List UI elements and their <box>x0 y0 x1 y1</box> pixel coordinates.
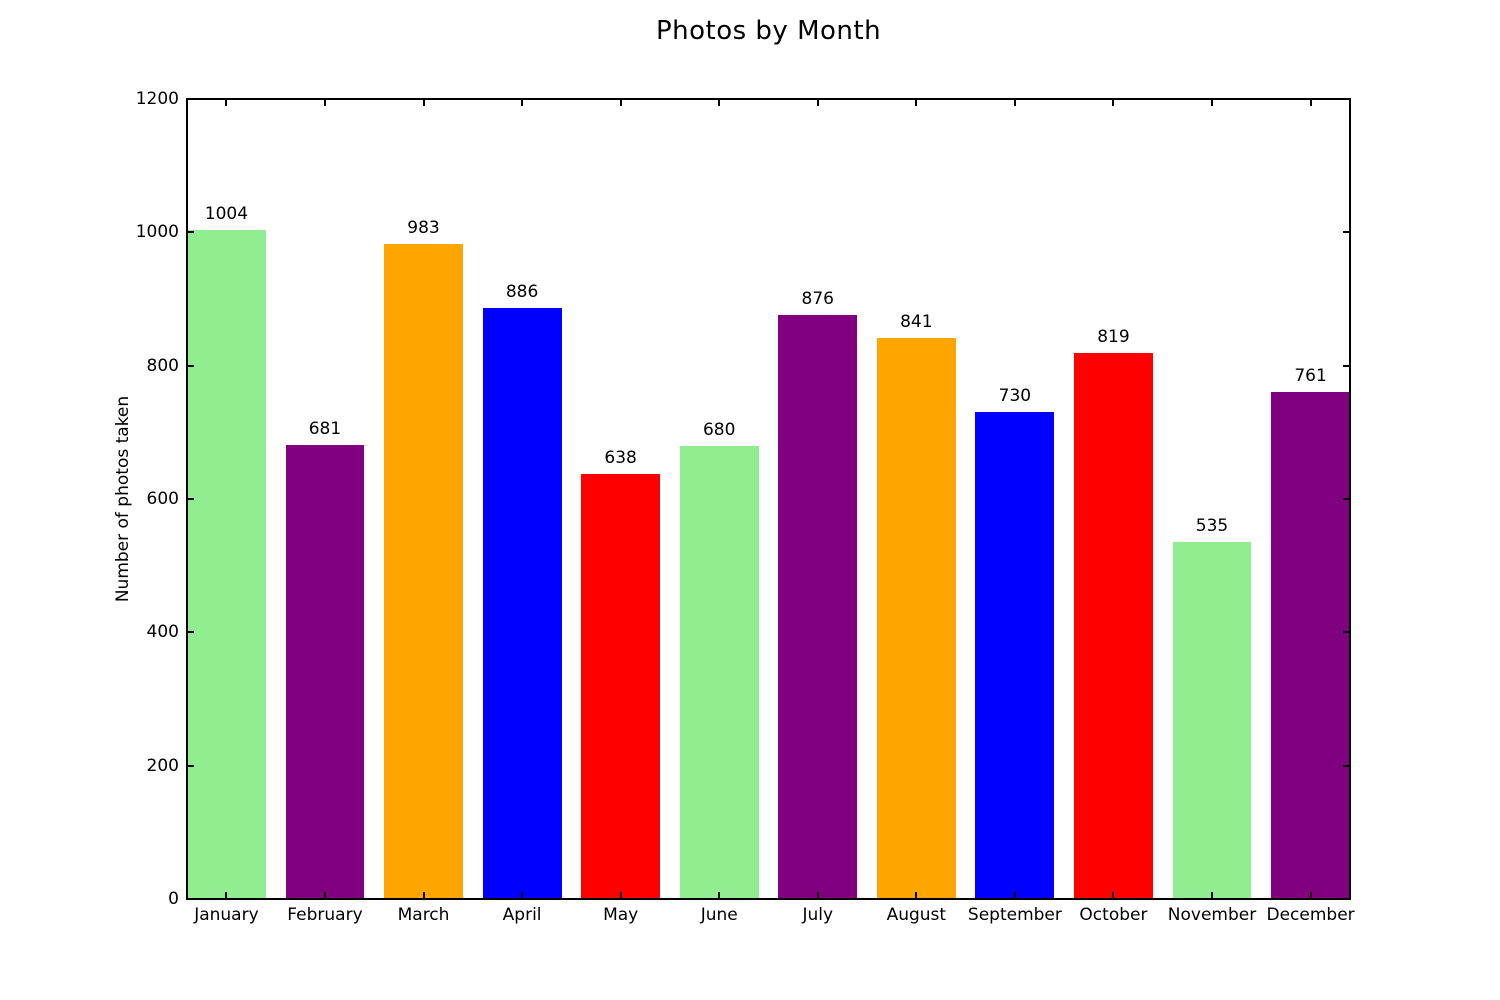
x-tick-label-january: January <box>194 905 259 925</box>
bar-value-label-august: 841 <box>900 312 933 333</box>
y-tick-left-0 <box>187 898 194 900</box>
y-tick-right-600 <box>1343 498 1350 500</box>
x-tick-top-may <box>619 99 622 106</box>
x-tick-top-january <box>225 99 228 106</box>
y-tick-right-400 <box>1343 631 1350 634</box>
x-tick-bottom-october <box>1112 892 1115 899</box>
y-tick-right-200 <box>1343 764 1350 767</box>
bar-may <box>581 473 661 899</box>
x-tick-bottom-november <box>1211 892 1214 899</box>
bar-value-label-november: 535 <box>1195 516 1229 537</box>
x-tick-bottom-august <box>915 892 918 899</box>
x-tick-label-february: February <box>287 905 363 925</box>
x-tick-top-december <box>1309 99 1312 106</box>
y-tick-label-800: 800 <box>146 355 179 376</box>
y-tick-left-400 <box>187 631 194 634</box>
y-tick-left-600 <box>187 498 194 500</box>
x-tick-label-october: October <box>1079 905 1148 925</box>
x-tick-bottom-may <box>619 892 622 899</box>
chart-title: Photos by Month <box>655 16 882 46</box>
x-tick-label-june: June <box>700 905 738 925</box>
x-tick-top-july <box>816 99 819 106</box>
x-tick-label-november: November <box>1167 905 1257 925</box>
y-tick-label-600: 600 <box>146 489 179 509</box>
bar-value-label-january: 1004 <box>204 203 249 224</box>
y-tick-left-1000 <box>187 231 194 234</box>
x-tick-label-may: May <box>603 905 639 925</box>
x-tick-top-august <box>915 99 918 106</box>
x-tick-top-march <box>422 99 425 106</box>
y-tick-right-800 <box>1343 364 1350 367</box>
x-tick-label-december: December <box>1266 905 1355 925</box>
x-tick-bottom-february <box>323 892 326 899</box>
x-tick-top-june <box>718 99 721 106</box>
bar-february <box>285 445 365 899</box>
bar-value-label-may: 638 <box>604 447 637 468</box>
y-tick-right-1000 <box>1343 231 1350 234</box>
y-tick-right-1200 <box>1343 98 1350 100</box>
bar-november <box>1172 542 1252 899</box>
x-tick-bottom-march <box>422 892 425 899</box>
x-tick-bottom-december <box>1309 892 1312 899</box>
bar-january <box>187 229 266 899</box>
x-tick-bottom-january <box>225 892 228 899</box>
x-tick-label-april: April <box>502 905 542 925</box>
y-tick-left-1200 <box>187 98 194 100</box>
y-tick-left-200 <box>187 764 194 767</box>
bar-value-label-april: 886 <box>505 282 539 303</box>
y-tick-label-200: 200 <box>146 755 179 776</box>
bar-june <box>679 445 759 899</box>
bar-value-label-december: 761 <box>1294 365 1327 386</box>
x-tick-label-july: July <box>802 905 834 925</box>
x-tick-label-march: March <box>397 905 450 925</box>
x-tick-bottom-april <box>521 892 524 899</box>
bar-value-label-june: 680 <box>702 419 736 440</box>
x-tick-top-november <box>1211 99 1214 106</box>
x-tick-label-september: September <box>967 905 1062 925</box>
x-tick-top-september <box>1013 99 1016 106</box>
x-tick-label-august: August <box>886 905 947 925</box>
bar-march <box>384 243 463 899</box>
y-tick-label-1000: 1000 <box>135 222 179 243</box>
bar-april <box>482 308 562 899</box>
bar-value-label-september: 730 <box>998 386 1032 407</box>
bar-value-label-february: 681 <box>308 419 342 439</box>
x-tick-bottom-september <box>1013 892 1016 899</box>
y-tick-right-0 <box>1343 898 1350 900</box>
bar-value-label-july: 876 <box>801 289 834 309</box>
x-tick-top-february <box>323 99 326 106</box>
x-tick-top-april <box>521 99 524 106</box>
bar-september <box>975 412 1055 899</box>
y-tick-left-800 <box>187 364 194 367</box>
y-tick-label-400: 400 <box>146 622 179 643</box>
x-tick-top-october <box>1112 99 1115 106</box>
x-tick-bottom-june <box>718 892 721 899</box>
bar-value-label-october: 819 <box>1097 327 1130 347</box>
bar-value-label-march: 983 <box>407 217 440 238</box>
y-tick-label-0: 0 <box>168 889 179 909</box>
plot-area: 1004 681 983 886 638 680 876 841 730 819 535 761 <box>187 98 1350 900</box>
x-tick-bottom-july <box>816 892 819 899</box>
bar-july <box>778 315 858 899</box>
bar-october <box>1074 353 1153 899</box>
y-tick-label-1200: 1200 <box>135 89 179 109</box>
bar-august <box>876 338 956 899</box>
bar-december <box>1271 391 1350 899</box>
